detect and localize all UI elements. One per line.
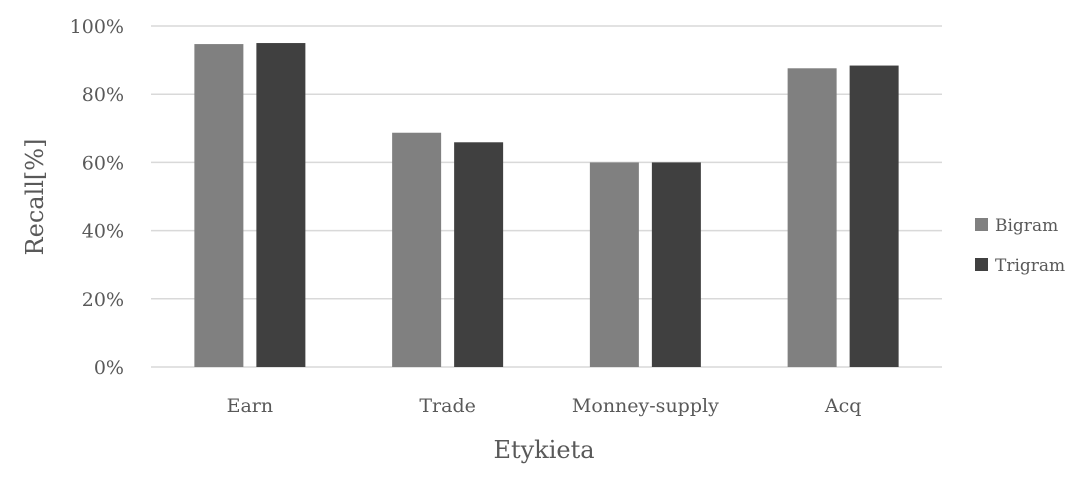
bar-trigram-acq xyxy=(849,65,899,367)
y-tick-label: 100% xyxy=(70,16,124,38)
legend-swatch-trigram xyxy=(975,258,988,271)
x-tick-label: Acq xyxy=(824,395,862,417)
legend: Bigram Trigram xyxy=(975,216,1065,276)
bar-bigram-monney-supply xyxy=(589,162,639,367)
y-tick-label: 40% xyxy=(82,221,124,243)
legend-swatch-bigram xyxy=(975,218,988,231)
legend-label-bigram: Bigram xyxy=(995,216,1058,236)
bar-trigram-trade xyxy=(454,142,504,367)
bar-bigram-trade xyxy=(392,132,442,367)
bar-bigram-earn xyxy=(194,44,244,367)
x-tick-label: Trade xyxy=(419,395,476,417)
x-axis-title: Etykieta xyxy=(493,436,594,464)
y-tick-label: 60% xyxy=(82,152,124,174)
legend-label-trigram: Trigram xyxy=(995,256,1065,276)
x-tick-labels: Earn Trade Monney-supply Acq xyxy=(227,395,862,417)
x-tick-label: Earn xyxy=(227,395,274,417)
y-tick-label: 80% xyxy=(82,84,124,106)
y-tick-label: 20% xyxy=(82,289,124,311)
y-tick-label: 0% xyxy=(94,357,124,379)
bar-bigram-acq xyxy=(787,68,837,367)
y-axis-title: Recall[%] xyxy=(21,139,49,256)
bar-trigram-monney-supply xyxy=(651,162,701,367)
bars xyxy=(194,43,899,368)
y-tick-labels: 0% 20% 40% 60% 80% 100% xyxy=(70,16,124,379)
x-tick-label: Monney-supply xyxy=(572,395,719,417)
bar-trigram-earn xyxy=(256,43,306,368)
